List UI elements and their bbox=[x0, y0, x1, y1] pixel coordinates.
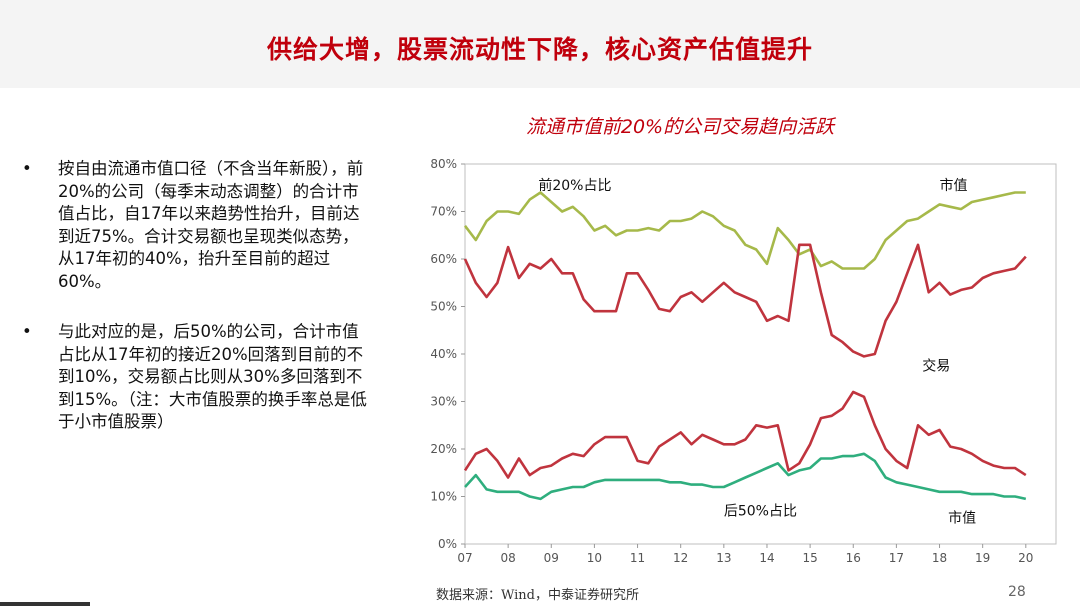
series-line-bottom50_cap bbox=[464, 452, 1027, 501]
series-line-bottom50_trade bbox=[463, 390, 1027, 479]
line-chart: 0% 10% 20% 30% 40% 50% 60% 70% 80% 07 08 09 10 11 12 13… bbox=[430, 157, 1057, 565]
chart-title: 流通市值前20%的公司交易趋向活跃 bbox=[525, 116, 835, 138]
bullet-marker: • bbox=[22, 322, 32, 341]
x-tick-label: 08 bbox=[500, 551, 515, 565]
x-tick-label: 16 bbox=[846, 551, 861, 565]
x-tick-label: 11 bbox=[630, 551, 645, 565]
x-tick-label: 13 bbox=[716, 551, 731, 565]
x-tick-label: 15 bbox=[802, 551, 817, 565]
x-tick-label: 17 bbox=[889, 551, 904, 565]
x-tick-label: 12 bbox=[673, 551, 688, 565]
source-note: 数据来源：Wind，中泰证券研究所 bbox=[436, 588, 639, 603]
bullet-list: • 按自由流通市值口径（不含当年新股），前20%的公司（每季末动态调整）的合计市… bbox=[22, 158, 372, 434]
annotation-bottom_share: 后50%占比 bbox=[724, 504, 797, 520]
y-tick-label: 50% bbox=[430, 300, 457, 314]
plot-frame bbox=[464, 163, 1057, 545]
bullet-text: 按自由流通市值口径（不含当年新股），前20%的公司（每季末动态调整）的合计市值占… bbox=[58, 159, 364, 291]
x-tick-label: 19 bbox=[975, 551, 990, 565]
annotation-bottom_cap: 市值 bbox=[948, 510, 976, 527]
bullet-text: 与此对应的是，后50%的公司，合计市值占比从17年初的接近20%回落到目前的不到… bbox=[58, 322, 367, 431]
series-line-top20_cap bbox=[463, 191, 1026, 270]
slide-title: 供给大增，股票流动性下降，核心资产估值提升 bbox=[266, 35, 813, 64]
x-tick-label: 07 bbox=[457, 551, 472, 565]
x-tick-label: 14 bbox=[759, 551, 774, 565]
y-tick-label: 20% bbox=[430, 442, 457, 456]
y-tick-label: 80% bbox=[430, 157, 457, 171]
annotation-top_share: 前20%占比 bbox=[538, 177, 611, 194]
y-tick-label: 10% bbox=[430, 490, 457, 504]
x-tick-label: 18 bbox=[932, 551, 947, 565]
annotation-top_trade: 交易 bbox=[922, 358, 950, 375]
y-tick-label: 40% bbox=[430, 347, 457, 361]
x-tick-label: 10 bbox=[587, 551, 602, 565]
y-tick-label: 30% bbox=[430, 395, 457, 409]
y-tick-label: 0% bbox=[438, 537, 457, 551]
bullet-item: • 与此对应的是，后50%的公司，合计市值占比从17年初的接近20%回落到目前的… bbox=[22, 321, 372, 434]
annotation-top_cap: 市值 bbox=[940, 177, 968, 194]
page-number: 28 bbox=[1008, 584, 1026, 600]
x-tick-label: 09 bbox=[544, 551, 559, 565]
footer-rule bbox=[0, 602, 90, 606]
title-band bbox=[0, 0, 1080, 88]
y-tick-label: 60% bbox=[430, 252, 457, 266]
bullet-item: • 按自由流通市值口径（不含当年新股），前20%的公司（每季末动态调整）的合计市… bbox=[22, 158, 372, 293]
x-tick-label: 20 bbox=[1018, 551, 1033, 565]
bullet-marker: • bbox=[22, 159, 32, 178]
series-line-top20_trade bbox=[463, 243, 1027, 358]
y-tick-label: 70% bbox=[430, 205, 457, 219]
